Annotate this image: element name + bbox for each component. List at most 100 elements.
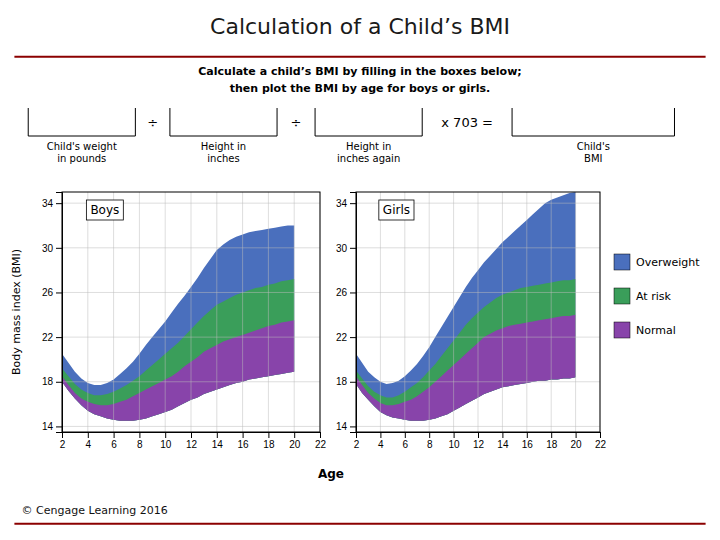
tick-label: 8: [427, 439, 433, 450]
tick: 18: [336, 376, 356, 387]
tick-mark: [56, 337, 62, 338]
tick-label: 10: [160, 439, 172, 450]
tick-mark: [405, 432, 406, 438]
tick-mark: [350, 203, 356, 204]
tick-mark: [56, 203, 62, 204]
legend: OverweightAt riskNormal: [614, 254, 700, 338]
tick: 4: [378, 432, 384, 450]
legend-label: At risk: [636, 290, 671, 303]
grid-line: [242, 192, 243, 432]
tick: 22: [42, 332, 62, 343]
tick-mark: [56, 426, 62, 427]
tick-label: 16: [238, 439, 250, 450]
tick-label: 6: [111, 439, 117, 450]
tick-mark: [527, 432, 528, 438]
axis-domain: [357, 433, 601, 439]
grid-line: [380, 192, 381, 432]
tick-label: 2: [354, 439, 360, 450]
formula-box: [28, 108, 135, 136]
tick-label: 14: [497, 439, 509, 450]
plot-frame: [356, 192, 600, 432]
tick: 6: [111, 432, 117, 450]
tick: 12: [473, 432, 485, 450]
grid-line: [62, 337, 320, 338]
text-line: Child's: [577, 141, 610, 152]
tick-label: 2: [60, 439, 66, 450]
separator: [14, 56, 705, 58]
tick: 8: [137, 432, 143, 450]
tick-mark: [576, 432, 577, 438]
grid-line: [216, 192, 217, 432]
tick: 10: [160, 432, 172, 450]
grid: [356, 192, 600, 432]
grid-line: [165, 192, 166, 432]
grid-line: [551, 192, 552, 432]
text-line: inches: [207, 153, 239, 164]
band-area: [62, 279, 294, 421]
formula-box: [170, 108, 277, 136]
tick-label: 18: [546, 439, 558, 450]
formula-operator: ÷: [291, 115, 302, 130]
plot-background: [356, 192, 600, 432]
legend-label: Normal: [636, 324, 676, 337]
panel-label: Boys: [90, 203, 119, 217]
tick-label: 30: [42, 243, 54, 254]
text-line: in pounds: [57, 153, 106, 164]
tick-mark: [551, 432, 552, 438]
text-line: BMI: [584, 153, 602, 164]
grid-line: [502, 192, 503, 432]
tick: 30: [42, 243, 62, 254]
tick-label: 34: [42, 198, 54, 209]
axis: 141822263034: [336, 193, 357, 433]
tick: 8: [427, 432, 433, 450]
tick-mark: [502, 432, 503, 438]
tick-label: 4: [378, 439, 384, 450]
grid-line: [478, 192, 479, 432]
grid-line: [62, 292, 320, 293]
tick-label: 22: [315, 439, 327, 450]
tick-mark: [429, 432, 430, 438]
tick-mark: [320, 432, 321, 438]
tick-label: 26: [336, 287, 348, 298]
tick-label: 30: [336, 243, 348, 254]
formula-label: Child'sBMI: [577, 141, 610, 164]
band-area: [62, 320, 294, 420]
tick: 22: [336, 332, 356, 343]
grid-line: [62, 426, 320, 427]
grid-line: [87, 192, 88, 432]
axis-domain: [63, 433, 321, 439]
tick-mark: [56, 292, 62, 293]
grid-line: [191, 192, 192, 432]
tick: 14: [212, 432, 224, 450]
tick-mark: [268, 432, 269, 438]
grid-line: [356, 381, 600, 382]
tick-mark: [165, 432, 166, 438]
grid-line: [356, 337, 600, 338]
tick-label: 10: [449, 439, 461, 450]
tick-mark: [88, 432, 89, 438]
text-line: Height in: [346, 141, 391, 152]
tick-label: 22: [336, 332, 348, 343]
tick-label: 14: [212, 439, 224, 450]
grid-line: [294, 192, 295, 432]
tick-label: 22: [42, 332, 54, 343]
tick-mark: [191, 432, 192, 438]
axis: 246810121416182022: [354, 432, 607, 450]
plot-frame: [62, 192, 320, 432]
tick: 2: [354, 432, 360, 450]
grid-line: [62, 381, 320, 382]
tick-label: 20: [289, 439, 301, 450]
tick: 12: [186, 432, 198, 450]
tick-mark: [350, 292, 356, 293]
tick: 14: [42, 421, 62, 432]
tick-label: 20: [571, 439, 583, 450]
tick: 18: [263, 432, 275, 450]
tick: 4: [86, 432, 92, 450]
grid-line: [139, 192, 140, 432]
tick-mark: [56, 382, 62, 383]
formula-label: Child's weightin pounds: [47, 141, 117, 164]
tick-label: 34: [336, 198, 348, 209]
text-line: Height in: [201, 141, 246, 152]
tick-label: 6: [403, 439, 409, 450]
tick-mark: [294, 432, 295, 438]
